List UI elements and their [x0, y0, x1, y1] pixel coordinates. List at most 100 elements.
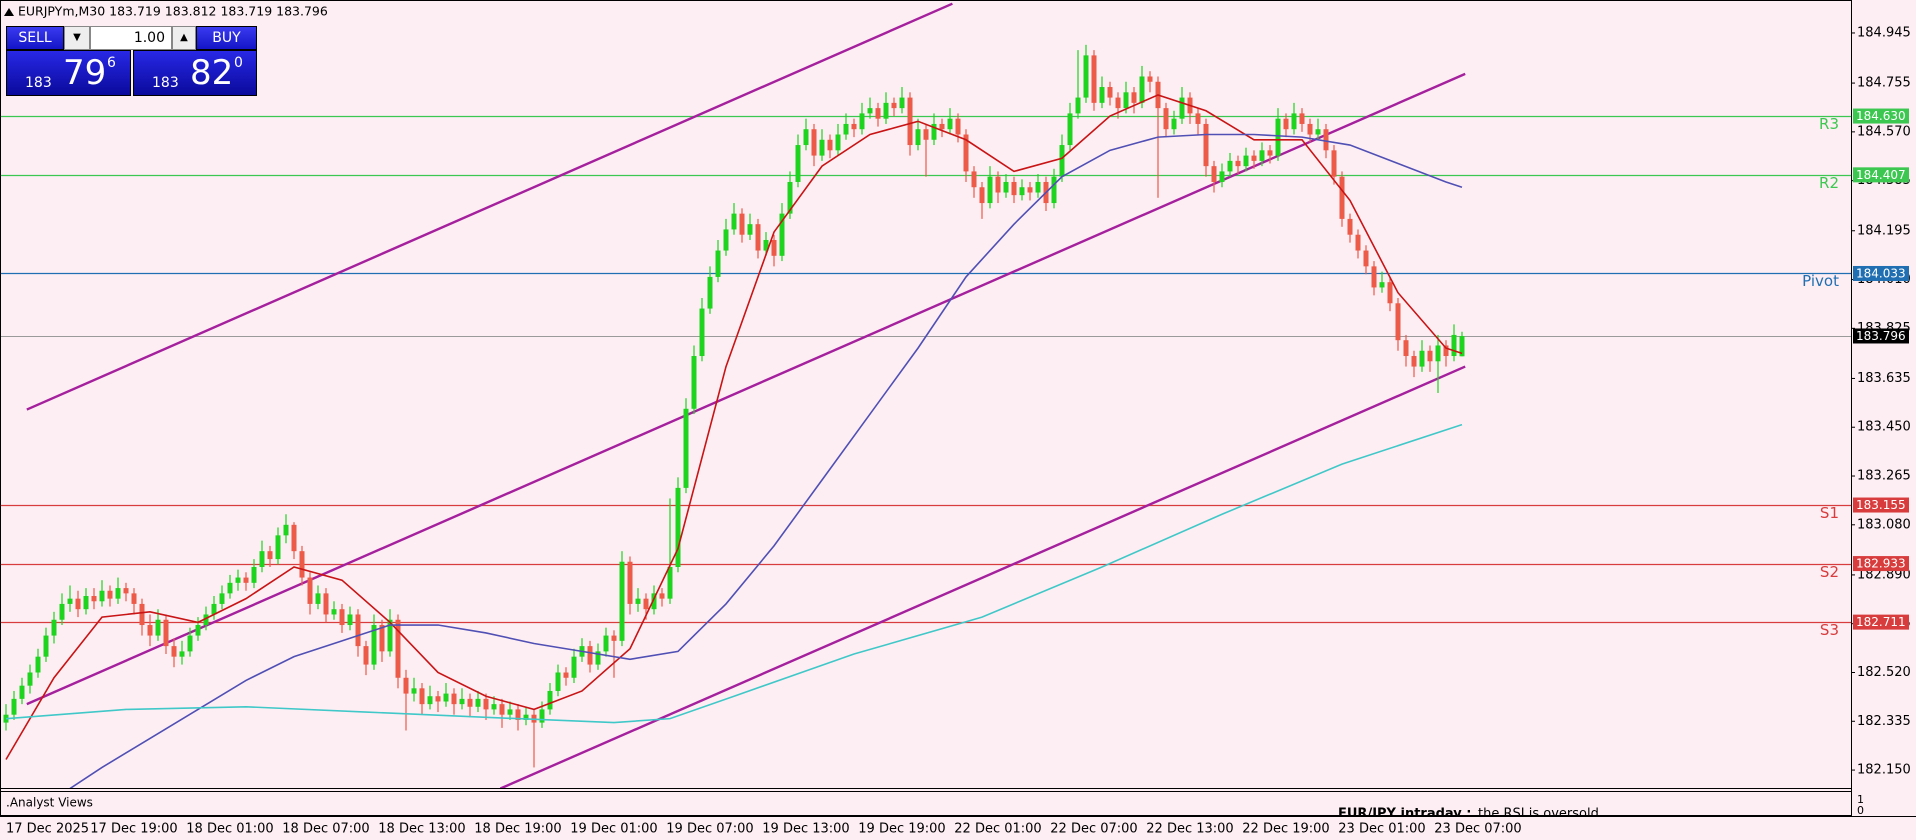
x-tick-label: 18 Dec 19:00	[474, 822, 561, 837]
candle-body	[1331, 150, 1337, 177]
level-price-label: 183.155	[1856, 498, 1906, 512]
chart-frame	[0, 0, 1852, 816]
candle-body	[403, 677, 409, 694]
candle-body	[643, 598, 649, 610]
candle-body	[235, 577, 241, 583]
lot-up[interactable]: ▲	[172, 26, 196, 50]
candle-body	[875, 108, 881, 119]
candle-body	[827, 139, 833, 151]
candle-body	[195, 625, 201, 636]
candle-body	[835, 134, 841, 151]
candle-body	[187, 635, 193, 652]
candle-body	[355, 614, 361, 647]
candle-body	[35, 656, 41, 673]
y-tick-label: 183.080	[1857, 517, 1911, 532]
candle-body	[771, 239, 777, 256]
candle-body	[1091, 55, 1097, 103]
candle-body	[739, 213, 745, 235]
candle-body	[1123, 92, 1129, 109]
candle-body	[1211, 166, 1217, 182]
level-name: Pivot	[1802, 272, 1839, 290]
collapse-icon[interactable]	[4, 8, 14, 16]
candle-body	[619, 561, 625, 641]
candle-body	[1067, 113, 1073, 146]
candle-body	[387, 619, 393, 652]
candle-body	[1307, 123, 1313, 135]
candle-body	[291, 524, 297, 552]
moving-average	[69, 133, 1463, 788]
candle-body	[91, 596, 97, 602]
level-name: S3	[1820, 621, 1839, 639]
sell-button[interactable]: SELL	[6, 26, 64, 50]
candle-body	[411, 688, 417, 694]
subwindow-title: .Analyst Views	[6, 796, 93, 810]
sell-price-sup: 6	[107, 55, 116, 71]
x-tick-label: 18 Dec 01:00	[186, 822, 273, 837]
last-price-label: 183.796	[1856, 329, 1906, 343]
level-price-box	[1853, 556, 1909, 572]
candle-body	[363, 646, 369, 665]
level-name: R2	[1819, 174, 1839, 192]
candle-body	[915, 129, 921, 146]
candle-body	[683, 408, 689, 488]
candle-body	[1027, 187, 1033, 193]
candle-body	[1395, 303, 1401, 341]
level-price-box	[1853, 108, 1909, 124]
lot-down[interactable]: ▼	[64, 26, 90, 50]
candle-body	[1235, 160, 1241, 167]
x-tick-label: 22 Dec 01:00	[954, 822, 1041, 837]
y-tick-label: 183.265	[1857, 469, 1911, 484]
sell-price-big: 183	[25, 75, 52, 91]
plot-area	[0, 2, 1851, 788]
buy-button[interactable]: BUY	[196, 26, 257, 50]
candle-body	[1371, 266, 1377, 288]
candle-body	[1267, 150, 1273, 156]
y-tick-label: 182.520	[1857, 665, 1911, 680]
buy-price[interactable]: 183 82 0	[133, 50, 257, 96]
lot-input[interactable]: 1.00	[90, 26, 172, 50]
price-axis: 184.945184.755184.570184.385184.195184.0…	[1851, 25, 1911, 778]
level-price-label: 184.630	[1856, 109, 1906, 123]
candle-body	[843, 123, 849, 135]
candle-body	[1203, 123, 1209, 167]
level-price-box	[1853, 614, 1909, 630]
candle-body	[611, 635, 617, 641]
buy-price-big: 183	[152, 75, 179, 91]
level-price-box	[1853, 167, 1909, 183]
candle-body	[963, 134, 969, 172]
sell-price-main: 79	[63, 53, 107, 93]
candle-body	[763, 239, 769, 251]
candle-body	[515, 709, 521, 720]
candle-body	[883, 102, 889, 119]
candle-body	[1171, 118, 1177, 130]
candle-body	[1003, 181, 1009, 193]
candle-body	[523, 714, 529, 720]
level-name: S2	[1820, 563, 1839, 581]
candle-body	[1347, 218, 1353, 235]
candle-body	[1083, 55, 1089, 98]
candle-body	[1411, 356, 1417, 367]
x-tick-label: 19 Dec 13:00	[762, 822, 849, 837]
candle-body	[451, 693, 457, 705]
candle-body	[331, 609, 337, 615]
candle-body	[1163, 108, 1169, 130]
level-price-label: 182.711	[1856, 615, 1906, 629]
y-tick-label: 182.150	[1857, 763, 1911, 778]
candle-body	[867, 108, 873, 114]
subwindow-tick-label: 1	[1857, 793, 1864, 806]
candle-body	[179, 651, 185, 657]
candle-body	[651, 593, 657, 610]
candle-body	[1147, 76, 1153, 82]
candle-body	[203, 614, 209, 626]
candle-body	[427, 696, 433, 705]
trendline	[26, 2, 953, 411]
trendline	[26, 72, 1466, 706]
level-price-label: 184.407	[1856, 168, 1906, 182]
candle-body	[787, 181, 793, 214]
sell-price[interactable]: 183 79 6	[6, 50, 131, 96]
comment-label: EUR/JPY intraday :	[1338, 807, 1472, 822]
candle-body	[1291, 113, 1297, 130]
